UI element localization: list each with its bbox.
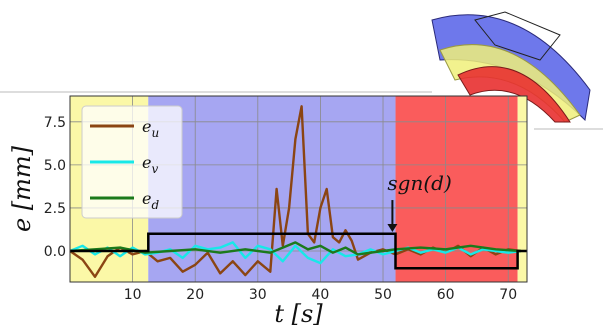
legend-label-e_u: eu bbox=[142, 117, 159, 140]
y-tick-label: 7.5 bbox=[44, 115, 66, 131]
y-tick-label: 5.0 bbox=[44, 158, 66, 174]
y-tick-label: 0.0 bbox=[44, 244, 66, 260]
legend-label-e_d: ed bbox=[142, 189, 159, 212]
x-tick-label: 70 bbox=[499, 287, 517, 303]
x-tick-label: 30 bbox=[249, 287, 267, 303]
ticks: 10 20 30 40 50 60 70 0.0 2.5 5.0 7.5 bbox=[44, 115, 517, 303]
y-axis-label: e [mm] bbox=[8, 145, 36, 232]
series-line-e_d bbox=[69, 241, 521, 256]
surfaces-illustration bbox=[431, 11, 591, 123]
series-lines bbox=[69, 105, 527, 278]
x-tick-label: 50 bbox=[374, 287, 392, 303]
x-tick-label: 10 bbox=[124, 287, 142, 303]
surface-patch-outline bbox=[474, 11, 561, 61]
step-line-sgn-d bbox=[70, 232, 527, 270]
x-tick-label: 60 bbox=[437, 287, 455, 303]
background-region-3 bbox=[517, 96, 527, 282]
annotation-arrow-head bbox=[387, 224, 398, 233]
series-line-e_v bbox=[69, 241, 521, 265]
x-tick-label: 20 bbox=[186, 287, 204, 303]
axes-box bbox=[69, 95, 528, 283]
y-tick-label: 2.5 bbox=[44, 201, 66, 217]
legend: eu ev ed bbox=[81, 105, 183, 219]
x-axis-label: t [s] bbox=[274, 300, 323, 328]
legend-label-e_v: ev bbox=[142, 153, 158, 176]
annotation: sgn(d) bbox=[387, 171, 452, 233]
plot-area: 10 20 30 40 50 60 70 0.0 2.5 5.0 7.5 eu ev ed sgn(d) bbox=[44, 95, 528, 303]
annotation-label: sgn(d) bbox=[387, 171, 451, 195]
red-surface bbox=[457, 66, 571, 123]
x-tick-label: 40 bbox=[311, 287, 329, 303]
